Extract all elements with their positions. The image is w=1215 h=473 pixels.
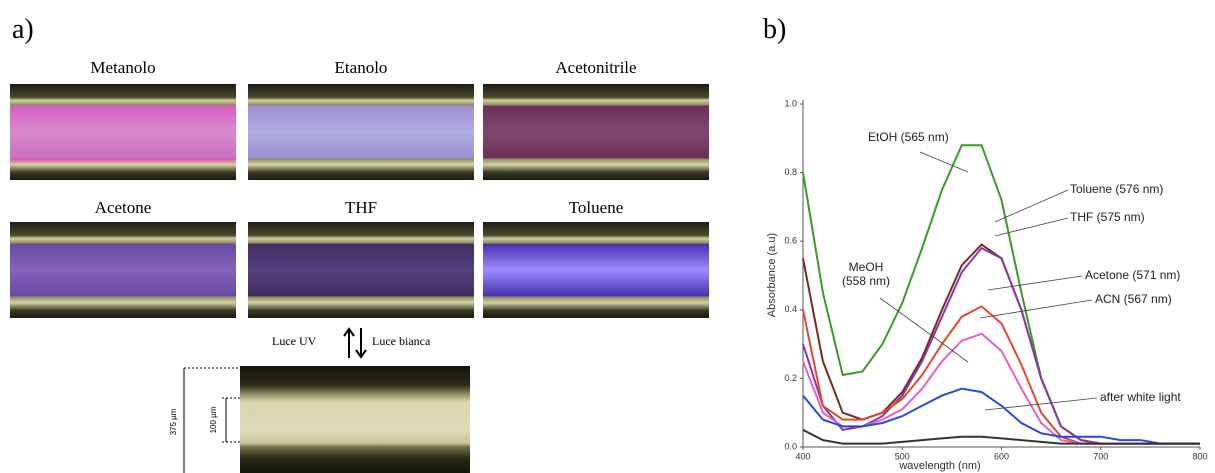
annotation-arrow	[994, 189, 1069, 223]
series-line	[802, 387, 1200, 445]
series-label: EtOH (565 nm)	[868, 130, 949, 144]
sample-photo	[10, 84, 236, 180]
sample-photo	[483, 222, 709, 318]
sample-photo	[248, 222, 474, 318]
switch-label: Luce bianca	[372, 334, 431, 348]
series-line	[802, 429, 1200, 445]
sample-photo	[10, 222, 236, 318]
sample-label: THF	[344, 198, 378, 217]
sample-label: Toluene	[568, 198, 624, 217]
panel-label: b)	[763, 14, 787, 45]
x-tick-label: 600	[994, 451, 1009, 461]
annotation-arrow	[919, 151, 969, 173]
y-tick-label: 0.4	[784, 304, 797, 314]
sample-label: Metanolo	[90, 58, 156, 77]
series-label: after white light	[1100, 390, 1181, 404]
x-tick-label: 400	[795, 451, 810, 461]
scale-label: 100 µm	[209, 406, 218, 433]
y-tick-label: 0.0	[784, 441, 797, 451]
sample-label: Etanolo	[334, 58, 388, 77]
x-tick-label: 800	[1192, 451, 1207, 461]
scale-bars: 375 µm 100 µm	[170, 367, 240, 473]
sample-label: Acetonitrile	[555, 58, 637, 77]
series-label: Toluene (576 nm)	[1070, 182, 1164, 196]
switch-arrows	[343, 327, 367, 359]
sample-photo	[483, 84, 709, 180]
sample-label: Acetone	[94, 198, 152, 217]
y-tick-label: 0.8	[784, 167, 797, 177]
x-tick-label: 500	[895, 451, 910, 461]
switch-label: Luce UV	[272, 334, 317, 348]
x-tick-label: 700	[1093, 451, 1108, 461]
series-label: ACN (567 nm)	[1095, 292, 1172, 306]
annotation-arrow	[879, 297, 969, 363]
sample-photo	[248, 84, 474, 180]
y-axis-title: Absorbance (a.u)	[766, 233, 778, 317]
channel-photo	[240, 366, 470, 473]
series-label: Acetone (571 nm)	[1085, 268, 1181, 282]
scale-label: 375 µm	[170, 408, 178, 435]
annotation-arrow	[994, 217, 1069, 237]
panel-label: a)	[12, 14, 34, 45]
annotation-arrow	[979, 299, 1093, 319]
series-label: MeOH (558 nm)	[841, 260, 891, 288]
y-tick-label: 0.2	[784, 373, 797, 383]
annotation-arrow	[987, 275, 1083, 291]
x-axis-title: wavelength (nm)	[898, 460, 980, 472]
series-line	[802, 305, 1200, 445]
annotation-arrow	[984, 397, 1098, 411]
series-label: THF (575 nm)	[1070, 210, 1145, 224]
y-tick-label: 1.0	[784, 98, 797, 108]
y-tick-label: 0.6	[784, 236, 797, 246]
